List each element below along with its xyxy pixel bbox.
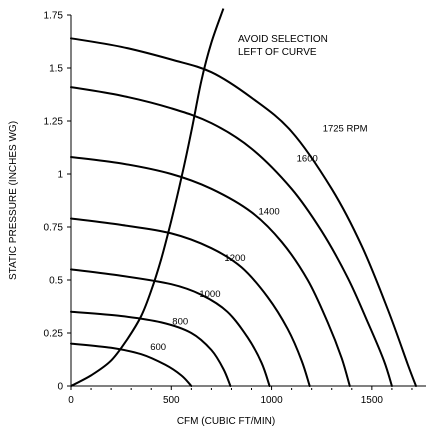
x-axis-label: CFM (CUBIC FT/MIN) [177, 416, 275, 427]
rpm-curve-label: 1000 [199, 289, 220, 300]
x-minor-tick [331, 388, 333, 390]
x-minor-tick [291, 388, 293, 390]
rpm-curve [70, 156, 351, 387]
y-tick-label: 0.25 [44, 329, 64, 340]
x-tick-label: 500 [163, 395, 180, 406]
x-minor-tick [110, 388, 112, 390]
avoid-selection-annotation: AVOID SELECTION LEFT OF CURVE [238, 34, 331, 58]
rpm-curve [70, 268, 271, 387]
annotation-line-2: LEFT OF CURVE [238, 47, 317, 58]
x-minor-ticks [90, 388, 413, 390]
rpm-curves [70, 37, 417, 387]
rpm-curve-label: 1200 [224, 253, 245, 264]
x-minor-tick [150, 388, 152, 390]
rpm-curve-label: 600 [150, 342, 166, 353]
x-minor-tick [190, 388, 192, 390]
x-minor-tick [210, 388, 212, 390]
x-minor-tick [251, 388, 253, 390]
y-axis-label: STATIC PRESSURE (INCHES WG) [8, 121, 19, 280]
rpm-curve [70, 86, 393, 387]
y-tick-label: 0.5 [49, 276, 63, 287]
annotation-line-1: AVOID SELECTION [238, 34, 328, 45]
axes [70, 15, 426, 387]
x-minor-tick [90, 388, 92, 390]
x-minor-tick [411, 388, 413, 390]
y-tick-label: 1 [57, 170, 63, 181]
x-minor-tick [391, 388, 393, 390]
x-tick-label: 0 [68, 395, 74, 406]
rpm-curve [70, 310, 232, 387]
x-ticks: 0 500 1000 1500 [68, 386, 383, 406]
x-minor-tick [230, 388, 232, 390]
y-tick-label: 1.5 [49, 64, 63, 75]
rpm-curve [70, 217, 311, 387]
rpm-curve-label: 1400 [259, 206, 280, 217]
rpm-curve-labels: 1725 RPM 1600 1400 1200 1000 800 600 [150, 124, 367, 353]
x-minor-tick [311, 388, 313, 390]
x-tick-label: 1000 [260, 395, 283, 406]
y-tick-label: 0 [57, 382, 63, 393]
x-tick-label: 1500 [361, 395, 384, 406]
selection-boundary-curve [70, 8, 225, 387]
rpm-curve [70, 37, 417, 387]
y-tick-label: 1.75 [44, 11, 64, 22]
rpm-curve [70, 342, 193, 387]
rpm-curve-label: 1600 [297, 153, 318, 164]
y-ticks: 0 0.25 0.5 0.75 1 1.25 1.5 1.75 [44, 11, 71, 393]
x-minor-tick [130, 388, 132, 390]
rpm-curve-label: 800 [172, 317, 188, 328]
rpm-curve-label: 1725 RPM [323, 124, 368, 135]
x-minor-tick [351, 388, 353, 390]
y-tick-label: 1.25 [44, 117, 64, 128]
y-tick-label: 0.75 [44, 223, 64, 234]
